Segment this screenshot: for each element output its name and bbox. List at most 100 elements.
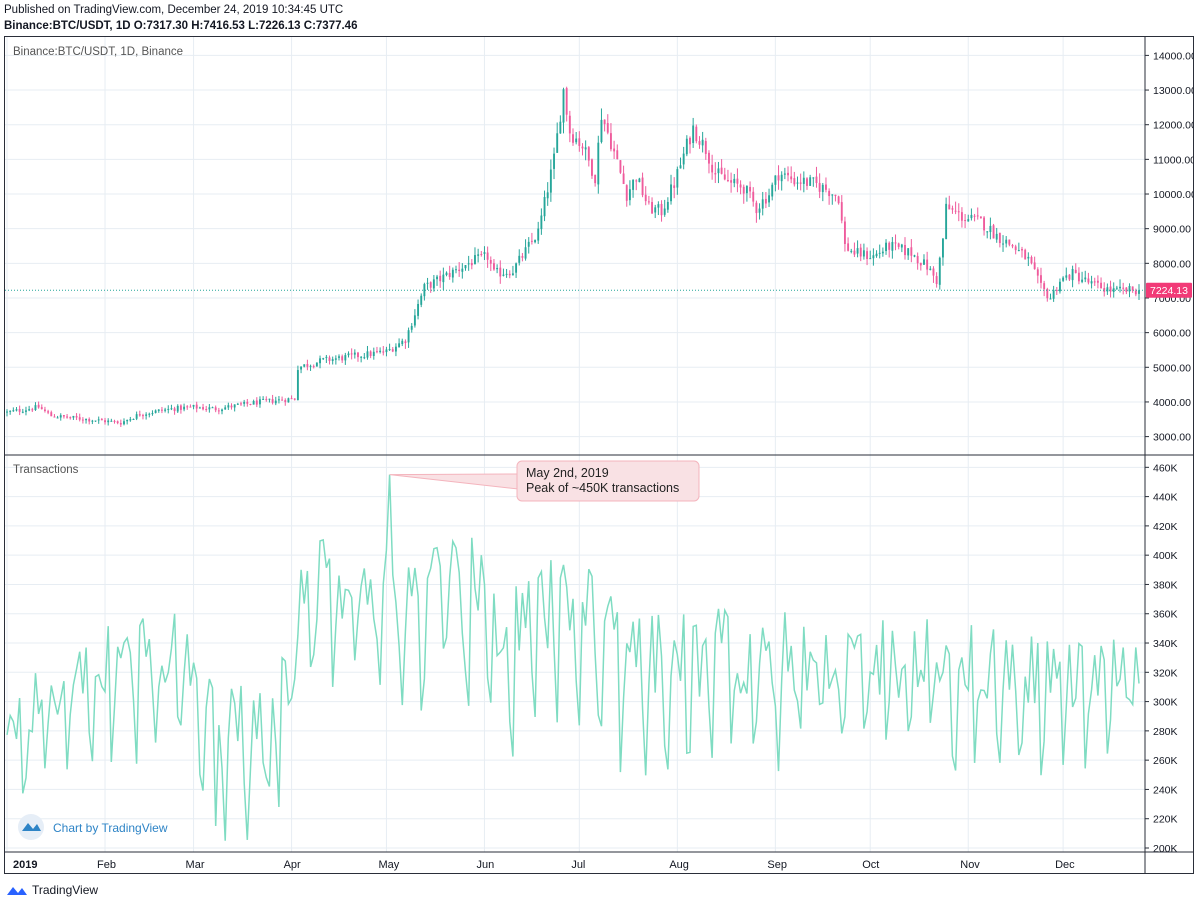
- candle[interactable]: [293, 398, 296, 401]
- candle[interactable]: [142, 413, 144, 420]
- candle[interactable]: [104, 417, 106, 425]
- candle[interactable]: [970, 208, 973, 221]
- candle[interactable]: [562, 87, 565, 134]
- candle[interactable]: [799, 173, 802, 191]
- candle[interactable]: [575, 132, 578, 145]
- candle[interactable]: [594, 174, 597, 187]
- candle[interactable]: [1131, 286, 1134, 293]
- candle[interactable]: [644, 186, 647, 206]
- candle[interactable]: [885, 239, 887, 255]
- candle[interactable]: [600, 108, 603, 144]
- candle[interactable]: [145, 412, 148, 420]
- candle[interactable]: [1059, 278, 1061, 294]
- candle[interactable]: [319, 355, 321, 369]
- candle[interactable]: [410, 323, 413, 333]
- candle[interactable]: [265, 396, 268, 402]
- candle[interactable]: [660, 200, 663, 222]
- candle[interactable]: [546, 182, 549, 206]
- candle[interactable]: [1002, 235, 1004, 252]
- candle[interactable]: [376, 346, 378, 354]
- candle[interactable]: [477, 248, 480, 263]
- candle[interactable]: [821, 182, 824, 202]
- candle[interactable]: [1008, 239, 1011, 247]
- candle[interactable]: [110, 418, 113, 422]
- candle[interactable]: [467, 255, 470, 271]
- candle[interactable]: [568, 110, 571, 143]
- candle[interactable]: [94, 420, 97, 422]
- candle[interactable]: [1036, 267, 1039, 284]
- candle[interactable]: [407, 327, 410, 348]
- candle[interactable]: [900, 243, 903, 253]
- candle[interactable]: [262, 396, 265, 400]
- candle[interactable]: [268, 398, 271, 403]
- candle[interactable]: [945, 197, 948, 240]
- candle[interactable]: [126, 419, 129, 425]
- candle[interactable]: [603, 119, 606, 132]
- candle[interactable]: [935, 272, 938, 288]
- candle[interactable]: [597, 135, 600, 194]
- candle[interactable]: [183, 403, 186, 412]
- candle[interactable]: [312, 364, 315, 369]
- candle[interactable]: [1014, 244, 1017, 255]
- candle[interactable]: [559, 115, 562, 134]
- candle[interactable]: [723, 167, 726, 181]
- candle[interactable]: [230, 403, 233, 410]
- candle[interactable]: [107, 418, 110, 426]
- candle[interactable]: [764, 192, 767, 209]
- candle[interactable]: [227, 402, 230, 410]
- candle[interactable]: [401, 338, 404, 347]
- candle[interactable]: [138, 410, 141, 417]
- candle[interactable]: [502, 268, 505, 277]
- candle[interactable]: [493, 259, 495, 271]
- candle[interactable]: [426, 277, 429, 290]
- candle[interactable]: [9, 410, 12, 415]
- candle[interactable]: [315, 362, 318, 367]
- candle[interactable]: [388, 343, 391, 351]
- candle[interactable]: [357, 351, 359, 362]
- candle[interactable]: [1087, 272, 1090, 285]
- candle[interactable]: [489, 256, 492, 272]
- candle[interactable]: [1138, 284, 1140, 300]
- candle[interactable]: [81, 417, 84, 424]
- candle[interactable]: [360, 356, 363, 363]
- candle[interactable]: [1068, 274, 1071, 282]
- candle[interactable]: [850, 248, 853, 254]
- candle[interactable]: [625, 184, 628, 207]
- candle[interactable]: [581, 143, 584, 156]
- candle[interactable]: [85, 418, 87, 424]
- candle[interactable]: [635, 179, 638, 191]
- candle[interactable]: [651, 197, 653, 214]
- candle[interactable]: [806, 177, 808, 190]
- candle[interactable]: [919, 262, 922, 271]
- candle[interactable]: [992, 223, 995, 239]
- candle[interactable]: [458, 262, 461, 277]
- candle[interactable]: [249, 403, 252, 406]
- candle[interactable]: [499, 260, 502, 284]
- candle[interactable]: [243, 399, 246, 407]
- candle[interactable]: [198, 406, 201, 409]
- candle[interactable]: [1119, 279, 1121, 293]
- candle[interactable]: [309, 364, 312, 371]
- candle[interactable]: [277, 396, 280, 404]
- candle[interactable]: [537, 221, 540, 244]
- candle[interactable]: [951, 205, 954, 214]
- candle[interactable]: [486, 246, 489, 268]
- candle[interactable]: [986, 231, 989, 239]
- candle[interactable]: [160, 406, 163, 414]
- candle[interactable]: [897, 242, 900, 250]
- candle[interactable]: [205, 405, 208, 412]
- candle[interactable]: [480, 251, 483, 257]
- candle[interactable]: [1062, 276, 1065, 283]
- candle[interactable]: [872, 248, 875, 266]
- candle[interactable]: [695, 124, 698, 144]
- candle[interactable]: [372, 347, 375, 360]
- candle[interactable]: [859, 243, 862, 262]
- candle[interactable]: [856, 240, 859, 258]
- candle[interactable]: [439, 270, 442, 288]
- candle[interactable]: [587, 145, 590, 167]
- candle[interactable]: [224, 405, 227, 410]
- candle[interactable]: [1077, 267, 1080, 285]
- candle[interactable]: [730, 172, 733, 193]
- candle[interactable]: [1125, 287, 1128, 295]
- candle[interactable]: [451, 267, 454, 283]
